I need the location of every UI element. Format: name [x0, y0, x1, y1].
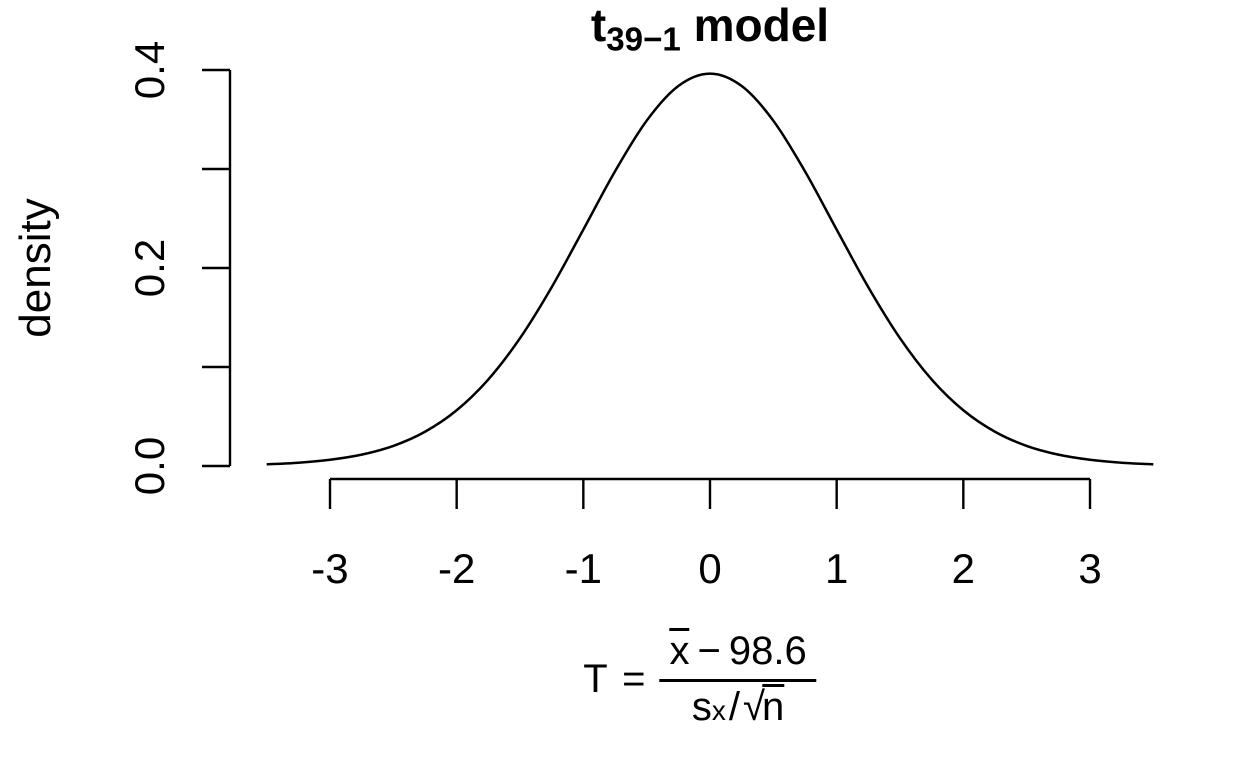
formula-lhs: T = [583, 657, 647, 702]
formula-denominator: s x / √ n [691, 684, 785, 729]
x-tick-label: 0 [698, 545, 722, 592]
formula-n: n [762, 684, 785, 729]
chart-title: t39−1 model [590, 0, 830, 56]
x-tick-label: -3 [311, 545, 349, 592]
x-tick-label: -1 [564, 545, 603, 592]
formula-numerator: x −98.6 [659, 628, 816, 674]
x-tick-label: 3 [1078, 545, 1102, 592]
formula-value: 98.6 [728, 629, 807, 673]
density-curve [266, 72, 1154, 466]
chart-title-base: t [590, 0, 607, 51]
y-tick-label: 0.4 [126, 40, 173, 100]
y-tick-label: 0.2 [126, 238, 173, 298]
x-axis-title-formula: T = x −98.6 s x / √ n [583, 628, 817, 730]
formula-minus: − [697, 629, 721, 673]
y-axis-title: density [11, 198, 60, 338]
formula-slash: / [728, 685, 741, 729]
formula-fraction: x −98.6 s x / √ n [659, 628, 817, 730]
fraction-bar [659, 679, 817, 682]
y-tick-label: 0.0 [126, 436, 173, 496]
sqrt-icon: √ [743, 685, 765, 729]
chart-title-subscript: 39−1 [606, 21, 681, 59]
formula-s: s [691, 685, 712, 729]
formula-equals: = [622, 656, 648, 701]
x-tick-label: 1 [824, 545, 849, 592]
x-tick-label: 2 [951, 545, 976, 592]
formula-xbar: x [669, 628, 690, 673]
chart-title-rest: model [680, 0, 830, 51]
formula-T: T [583, 656, 610, 701]
x-tick-label: -2 [437, 545, 476, 592]
